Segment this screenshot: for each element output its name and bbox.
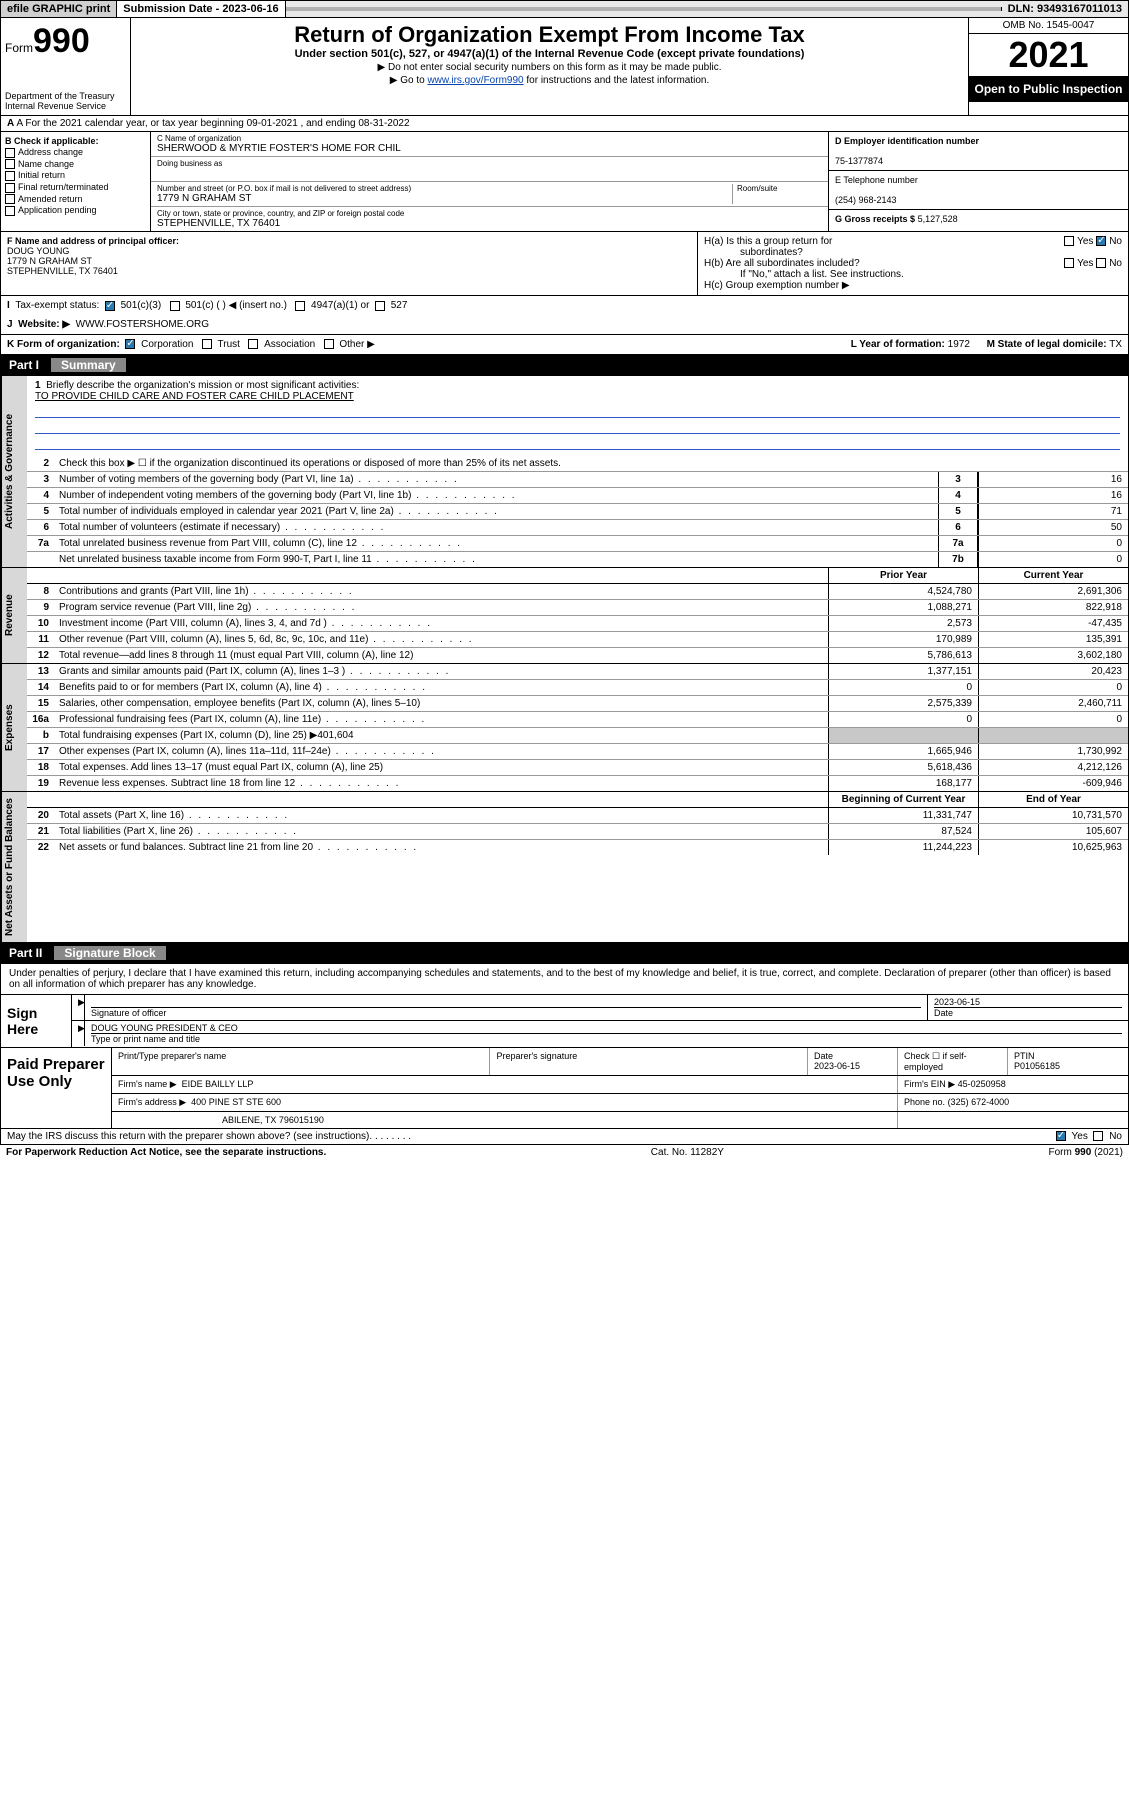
submission-date: Submission Date - 2023-06-16 (117, 1, 285, 17)
org-name: SHERWOOD & MYRTIE FOSTER'S HOME FOR CHIL (157, 143, 822, 154)
box-h: H(a) Is this a group return for Yes No s… (698, 232, 1128, 295)
gross-receipts: 5,127,528 (918, 214, 958, 224)
phone: (254) 968-2143 (835, 195, 897, 205)
form-header: Form990 Department of the Treasury Inter… (0, 18, 1129, 116)
val-4: 16 (978, 488, 1128, 503)
ein: 75-1377874 (835, 156, 883, 166)
tab-netassets: Net Assets or Fund Balances (1, 792, 27, 942)
irs-label: Internal Revenue Service (5, 101, 126, 111)
org-city: STEPHENVILLE, TX 76401 (157, 218, 822, 229)
part-i-header: Part I Summary (0, 355, 1129, 376)
tax-year: 2021 (969, 34, 1128, 76)
year-formation: 1972 (948, 339, 970, 350)
open-public-badge: Open to Public Inspection (969, 76, 1128, 102)
efile-link[interactable]: efile GRAPHIC print (1, 1, 117, 17)
omb-number: OMB No. 1545-0047 (969, 18, 1128, 34)
footer: For Paperwork Reduction Act Notice, see … (0, 1145, 1129, 1160)
website: WWW.FOSTERSHOME.ORG (76, 319, 209, 330)
row-j: J Website: ▶ WWW.FOSTERSHOME.ORG (0, 315, 1129, 335)
row-a-tax-year: A A For the 2021 calendar year, or tax y… (0, 116, 1129, 132)
summary-revenue: Revenue Prior YearCurrent Year 8Contribu… (0, 568, 1129, 664)
discuss-row: May the IRS discuss this return with the… (0, 1129, 1129, 1145)
val-5: 71 (978, 504, 1128, 519)
officer-name: DOUG YOUNG PRESIDENT & CEO (91, 1023, 238, 1033)
summary-expenses: Expenses 13Grants and similar amounts pa… (0, 664, 1129, 792)
row-f-h: F Name and address of principal officer:… (0, 232, 1129, 296)
irs-link[interactable]: www.irs.gov/Form990 (427, 75, 523, 86)
row-k-l-m: K Form of organization: Corporation Trus… (0, 335, 1129, 355)
val-7b: 0 (978, 552, 1128, 567)
paid-preparer: Paid Preparer Use Only Print/Type prepar… (0, 1048, 1129, 1129)
form-title: Return of Organization Exempt From Incom… (139, 22, 960, 48)
val-6: 50 (978, 520, 1128, 535)
dln: DLN: 93493167011013 (1002, 1, 1128, 17)
mission-text: TO PROVIDE CHILD CARE AND FOSTER CARE CH… (35, 391, 354, 402)
part-ii-header: Part II Signature Block (0, 943, 1129, 964)
form-number: Form990 (5, 22, 126, 61)
sig-declaration: Under penalties of perjury, I declare th… (0, 964, 1129, 995)
entity-block: B Check if applicable: Address change Na… (0, 132, 1129, 232)
box-c: C Name of organization SHERWOOD & MYRTIE… (151, 132, 828, 231)
form-subtitle: Under section 501(c), 527, or 4947(a)(1)… (139, 48, 960, 60)
sign-here: Sign Here ▶ Signature of officer 2023-06… (0, 995, 1129, 1048)
box-d-e-g: D Employer identification number 75-1377… (828, 132, 1128, 231)
firm-ein: 45-0250958 (958, 1079, 1006, 1089)
ptin: P01056185 (1014, 1061, 1060, 1071)
firm-name: EIDE BAILLY LLP (182, 1079, 254, 1089)
box-f: F Name and address of principal officer:… (1, 232, 698, 295)
summary-governance: Activities & Governance 1 Briefly descri… (0, 376, 1129, 568)
dept-label: Department of the Treasury (5, 91, 126, 101)
ssn-note: ▶ Do not enter social security numbers o… (139, 62, 960, 73)
tab-expenses: Expenses (1, 664, 27, 791)
topbar: efile GRAPHIC print Submission Date - 20… (0, 0, 1129, 18)
tab-revenue: Revenue (1, 568, 27, 663)
box-b: B Check if applicable: Address change Na… (1, 132, 151, 231)
summary-netassets: Net Assets or Fund Balances Beginning of… (0, 792, 1129, 943)
domicile-state: TX (1109, 339, 1122, 350)
val-3: 16 (978, 472, 1128, 487)
row-i: I Tax-exempt status: 501(c)(3) 501(c) ( … (0, 296, 1129, 315)
firm-phone: (325) 672-4000 (948, 1097, 1010, 1107)
val-7a: 0 (978, 536, 1128, 551)
org-street: 1779 N GRAHAM ST (157, 193, 732, 204)
goto-note: ▶ Go to www.irs.gov/Form990 for instruct… (139, 75, 960, 86)
tab-governance: Activities & Governance (1, 376, 27, 567)
